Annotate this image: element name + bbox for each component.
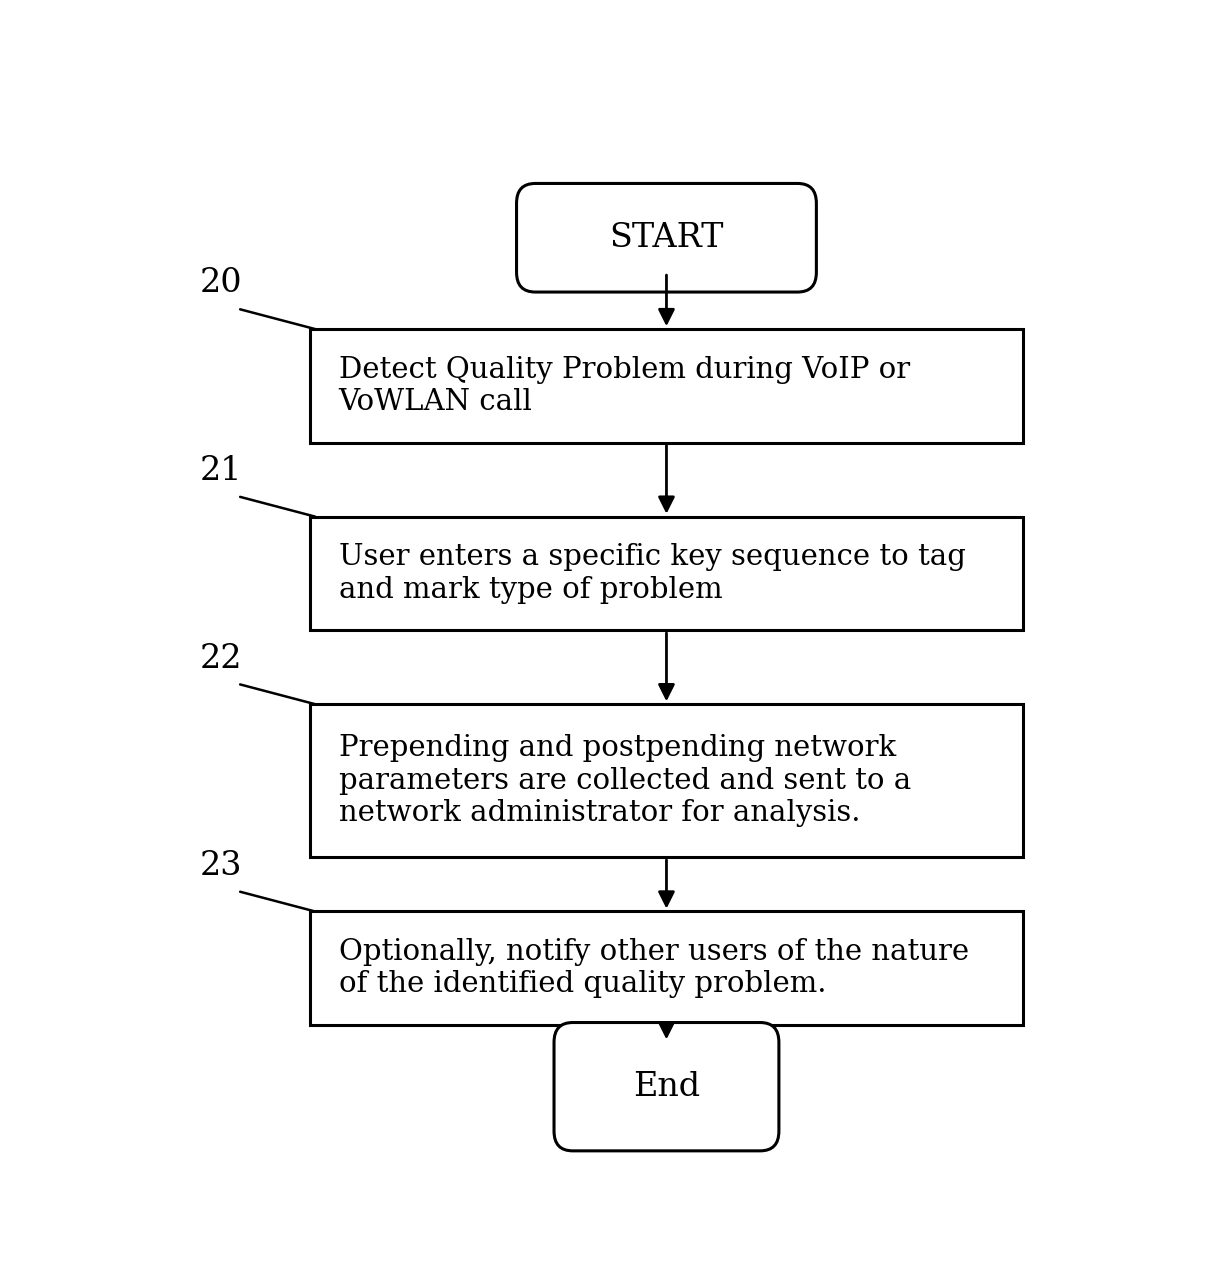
Bar [311,704,1023,858]
Text: 21: 21 [201,455,243,487]
Text: 22: 22 [201,642,243,674]
FancyBboxPatch shape [554,1023,779,1151]
Text: START: START [609,222,724,254]
Text: End: End [632,1070,700,1103]
Bar [311,517,1023,631]
Text: 20: 20 [199,268,243,300]
Text: 23: 23 [201,850,243,882]
Text: User enters a specific key sequence to tag
and mark type of problem: User enters a specific key sequence to t… [339,544,966,604]
Bar [311,912,1023,1026]
Text: Optionally, notify other users of the nature
of the identified quality problem.: Optionally, notify other users of the na… [339,938,968,999]
FancyBboxPatch shape [516,183,816,292]
Text: Prepending and postpending network
parameters are collected and sent to a
networ: Prepending and postpending network param… [339,735,910,827]
Bar [311,329,1023,442]
Text: Detect Quality Problem during VoIP or
VoWLAN call: Detect Quality Problem during VoIP or Vo… [339,355,909,417]
